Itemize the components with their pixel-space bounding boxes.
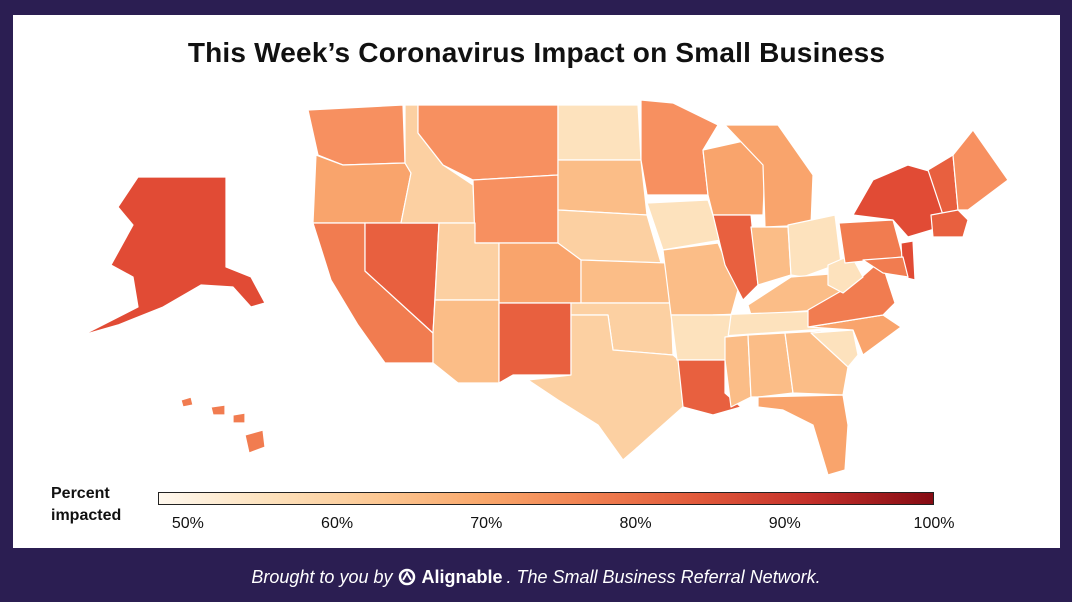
- legend-tick-label: 100%: [913, 515, 955, 532]
- state-arkansas[interactable]: [670, 314, 732, 361]
- legend-tick-label: 80%: [619, 515, 652, 532]
- state-texas[interactable]: [527, 314, 686, 461]
- legend-title-line1: Percent: [51, 485, 110, 502]
- state-massachusetts-connecticut-ri[interactable]: [930, 209, 969, 238]
- state-mississippi[interactable]: [724, 334, 752, 408]
- state-maine[interactable]: [952, 129, 1009, 211]
- state-ohio[interactable]: [787, 214, 842, 278]
- footer-prefix: Brought to you by: [251, 566, 393, 587]
- state-new-mexico[interactable]: [498, 302, 572, 384]
- state-kansas[interactable]: [580, 259, 672, 304]
- legend-tick-label: 60%: [321, 515, 354, 532]
- state-alaska[interactable]: [82, 176, 266, 336]
- legend-color-scale: [158, 492, 934, 505]
- state-colorado[interactable]: [498, 242, 582, 304]
- footer: Brought to you by Alignable . The Small …: [0, 552, 1072, 602]
- state-oregon[interactable]: [312, 154, 412, 224]
- map-panel: This Week’s Coronavirus Impact on Small …: [13, 15, 1060, 548]
- brand[interactable]: Alignable: [398, 566, 503, 588]
- state-hawaii[interactable]: [180, 396, 266, 454]
- legend-tick-label: 70%: [470, 515, 503, 532]
- state-illinois[interactable]: [712, 214, 759, 301]
- brand-name: Alignable: [421, 566, 503, 587]
- alignable-logo-icon: [399, 568, 416, 586]
- state-south-carolina[interactable]: [810, 329, 859, 368]
- state-washington[interactable]: [307, 104, 406, 166]
- legend-title: Percent impacted: [51, 483, 121, 527]
- state-iowa[interactable]: [646, 199, 722, 251]
- state-pennsylvania[interactable]: [838, 219, 904, 264]
- state-wyoming[interactable]: [472, 174, 559, 244]
- state-arizona[interactable]: [432, 299, 500, 384]
- us-states-choropleth-map: [82, 99, 1009, 476]
- state-missouri[interactable]: [662, 242, 739, 316]
- state-maryland-delaware[interactable]: [862, 256, 909, 278]
- state-nebraska[interactable]: [557, 209, 662, 264]
- legend-title-line2: impacted: [51, 507, 122, 524]
- state-north-dakota[interactable]: [557, 104, 642, 161]
- state-florida[interactable]: [757, 394, 849, 476]
- state-indiana[interactable]: [750, 226, 792, 286]
- footer-suffix: . The Small Business Referral Network.: [506, 566, 821, 587]
- legend-tick-label: 90%: [768, 515, 801, 532]
- state-south-dakota[interactable]: [557, 159, 648, 216]
- state-alabama[interactable]: [747, 332, 794, 398]
- page-title: This Week’s Coronavirus Impact on Small …: [187, 37, 886, 68]
- legend-tick-label: 50%: [171, 515, 204, 532]
